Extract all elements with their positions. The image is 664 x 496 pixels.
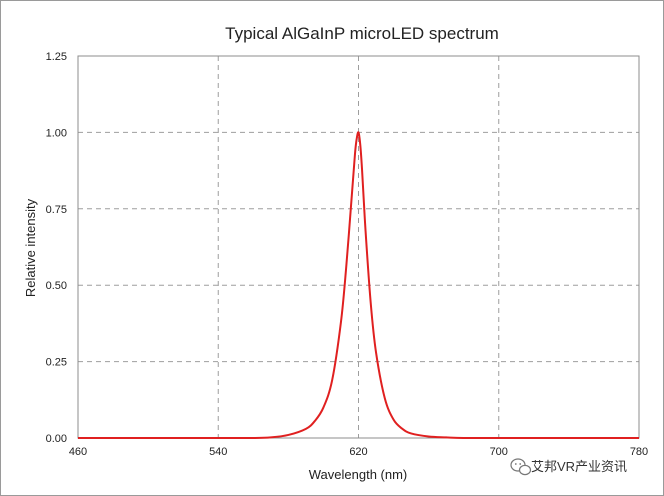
y-tick-label: 1.00 [46, 127, 67, 139]
spectrum-line [78, 131, 639, 440]
x-tick-label: 540 [209, 446, 227, 458]
chart-title: Typical AlGaInP microLED spectrum [225, 24, 499, 43]
x-tick-label: 620 [349, 446, 367, 458]
y-tick-label: 0.00 [46, 433, 67, 445]
y-axis-label: Relative intensity [23, 198, 38, 297]
wechat-icon [510, 458, 532, 476]
grid-lines [78, 56, 639, 438]
plot-area [77, 55, 640, 439]
y-tick-label: 1.25 [46, 51, 67, 63]
tick-labels: 460 540 620 700 780 0.00 0.25 0.50 0.75 1.00 1.25 [46, 51, 649, 458]
watermark-text: 艾邦VR产业资讯 [531, 459, 627, 474]
y-tick-label: 0.50 [46, 280, 67, 292]
x-axis-label: Wavelength (nm) [309, 467, 408, 482]
y-tick-label: 0.75 [46, 204, 67, 216]
watermark: 艾邦VR产业资讯 [510, 458, 627, 476]
x-tick-label: 780 [630, 446, 648, 458]
y-tick-label: 0.25 [46, 357, 67, 369]
x-tick-label: 460 [69, 446, 87, 458]
series-layer [78, 131, 639, 440]
x-tick-label: 700 [490, 446, 508, 458]
